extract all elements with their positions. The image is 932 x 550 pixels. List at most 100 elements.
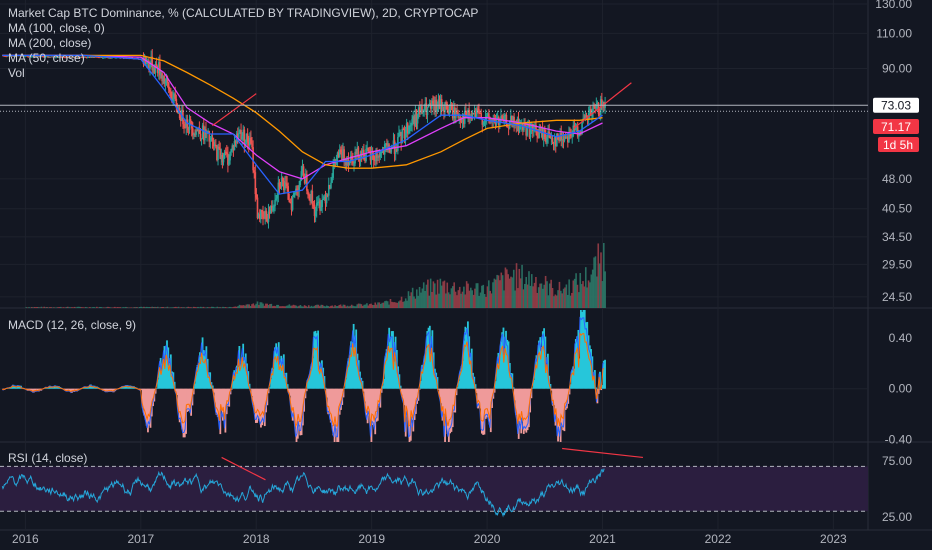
macd-hist-bar [258,388,261,422]
volume-bar [201,307,203,308]
volume-bar [270,303,273,308]
volume-bar [129,307,131,308]
signal-line [2,332,605,428]
candle-body [33,56,35,58]
volume-bar [467,283,469,308]
candle-body [503,115,506,120]
macd-hist-bar [106,388,109,393]
candle-body [360,151,363,156]
volume-bar [130,307,133,308]
candle-body [167,82,170,90]
macd-hist-bar [512,387,515,389]
candle-body [511,116,513,122]
candle-body [229,151,231,161]
volume-bar [338,305,341,308]
candle-body [395,149,398,151]
macd-title[interactable]: MACD (12, 26, close, 9) [8,318,137,332]
volume-bar [197,306,199,308]
candle-body [529,128,532,138]
volume-bar [57,307,59,308]
candle-body [209,140,212,142]
macd-hist-bar [520,388,523,434]
candle-body [409,125,411,127]
study-ma50[interactable]: MA (50, close) [8,51,85,65]
volume-bar [494,279,497,308]
study-volume[interactable]: Vol [8,66,25,80]
macd-hist-bar [182,388,185,438]
volume-bar [238,304,241,308]
volume-bar [517,288,519,308]
macd-tick-label: -0.40 [885,432,913,446]
volume-bar [266,303,269,308]
volume-bar [231,307,234,308]
macd-hist-bar [553,388,556,406]
candle-body [355,151,357,154]
y-axis[interactable]: 130.00 110.00 90.00 48.00 40.50 34.50 29.50 24.… [875,0,912,524]
volume-bar [598,263,601,308]
candle-body [389,148,391,153]
volume-bar [98,306,101,308]
volume-bar [540,283,543,308]
grid-layer [0,0,932,531]
volume-bar [302,306,305,308]
candle-body [480,113,483,120]
macd-hist-bar [195,375,198,389]
volume-bar [35,307,37,308]
macd-hist-bar [364,388,366,402]
macd-hist-bar [187,388,190,411]
volume-bar [213,307,216,308]
volume-bar [144,307,147,308]
volume-bar [118,307,120,308]
volume-bar [205,307,208,308]
candle-body [471,113,474,117]
macd-hist-bar [413,388,416,420]
rsi-title[interactable]: RSI (14, close) [8,451,88,465]
macd-hist-bar [257,388,260,419]
macd-hist-bar [13,385,16,389]
chart-title[interactable]: Market Cap BTC Dominance, % (CALCULATED … [8,6,479,20]
volume-bar [75,307,77,308]
macd-hist-bar [168,362,171,389]
macd-hist-bar [498,360,501,389]
candle-body [42,56,45,58]
volume-bar [393,302,396,308]
candle-body [29,55,32,57]
study-ma100[interactable]: MA (100, close, 0) [8,21,105,35]
volume-bar [194,307,196,308]
volume-bar [269,304,271,308]
x-axis[interactable]: 2016 2017 2018 2019 2020 2021 2022 2023 [12,532,847,546]
candle-body [172,97,174,103]
macd-hist-bar [383,378,386,389]
volume-bar [452,286,454,308]
volume-bar [395,302,397,308]
volume-bar [499,280,501,308]
volume-bar [411,287,414,308]
macd-hist-bar [232,381,234,389]
candle-body [476,108,478,118]
study-ma200[interactable]: MA (200, close) [8,36,92,50]
macd-hist-bar [475,388,478,394]
volume-bar [442,281,444,308]
candle-body [378,156,381,158]
volume-bar [493,278,496,308]
volume-bar [587,280,590,308]
macd-hist-bar [202,350,205,389]
last-price-badge-bg [873,97,919,113]
candle-body [228,160,230,165]
volume-bar [320,304,323,308]
volume-bar [147,307,149,308]
volume-bar [562,288,565,308]
macd-hist-bar [103,388,106,391]
macd-hist-bar [294,388,297,427]
candle-body [563,136,566,141]
macd-hist-bar [16,386,19,389]
candle-body [231,145,234,149]
candle-body [333,159,336,167]
candle-body [467,109,469,118]
macd-hist-bar [274,347,276,389]
candle-body [255,194,258,198]
volume-bar [555,295,558,308]
candle-body [424,103,427,111]
price-tick-label: 34.50 [882,230,912,244]
